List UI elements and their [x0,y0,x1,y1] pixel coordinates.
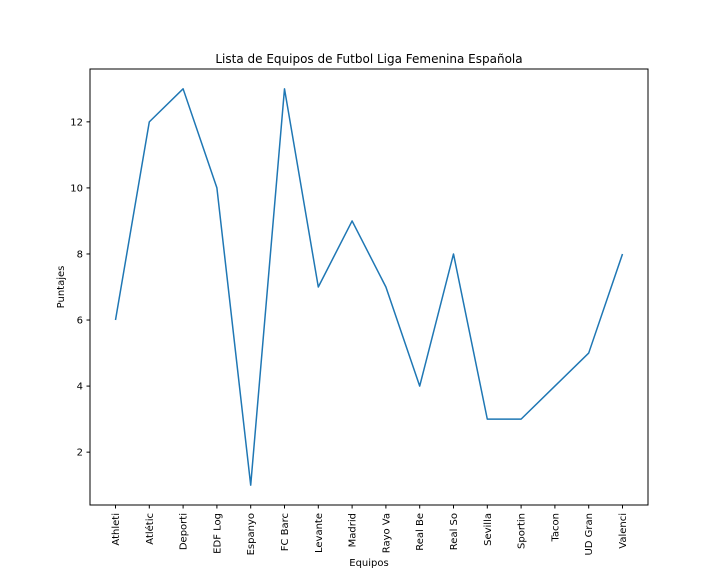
y-tick-label: 12 [70,117,83,128]
x-tick-label: Atlétic [144,513,156,545]
x-tick-label: FC Barc [280,513,291,551]
x-tick-label: EDF Log [212,513,223,554]
y-tick-label: 8 [77,249,83,260]
x-tick-label: Levante [314,513,325,553]
plot-area [90,69,648,505]
y-axis-label: Puntajes [56,266,67,309]
x-tick-label: Deporti [179,513,190,550]
series-line [114,88,624,486]
x-tick-label: Espanyo [246,513,257,555]
x-axis-label: Equipos [349,558,388,569]
y-tick-label: 2 [77,448,83,459]
plot-frame [89,68,649,506]
x-tick-label: Sevilla [483,513,494,546]
x-tick-label: Valenci [618,513,629,549]
x-axis: Athleti Atlétic Deporti EDF Log Espanyo FC Ba… [111,505,629,556]
x-tick-label: Real So [449,513,460,550]
y-tick-label: 10 [70,183,83,194]
y-axis: 2 4 6 8 10 12 [70,117,90,459]
x-tick-label: Madrid [348,513,359,547]
x-tick-label: Athleti [111,513,122,546]
x-tick-label: Rayo Va [381,513,392,553]
x-tick-label: Sportin [517,513,528,549]
x-tick-label: Tacon [550,513,561,543]
y-tick-label: 4 [77,382,83,393]
x-tick-label: Real Be [415,513,426,551]
x-tick-label: UD Gran [584,513,595,556]
y-tick-label: 6 [77,316,83,327]
chart-title: Lista de Equipos de Futbol Liga Femenina… [215,52,522,66]
